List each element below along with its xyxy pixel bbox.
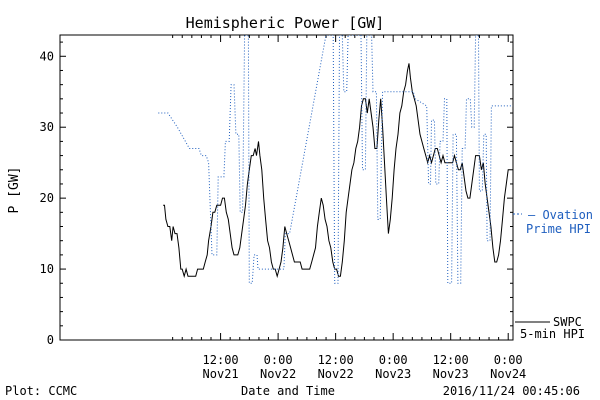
y-axis: 0 10 20 30 40 — [40, 41, 513, 347]
legend-ovation: — Ovation Prime HPI — [513, 208, 593, 236]
x-tick-label-date-0: Nov21 — [203, 367, 239, 381]
y-axis-label: P [GW] — [7, 167, 22, 214]
y-tick-label-30: 30 — [40, 120, 54, 134]
legend-swpc: SWPC 5-min HPI — [515, 315, 585, 341]
x-axis: 12:00Nov210:00Nov2212:00Nov220:00Nov2312… — [172, 35, 526, 381]
plot-frame — [59, 34, 514, 341]
x-tick-label-time-3: 0:00 — [379, 353, 408, 367]
legend-ovation-label-2: Prime HPI — [526, 222, 591, 236]
footer-timestamp: 2016/11/24 00:45:06 — [443, 384, 580, 398]
x-tick-label-time-2: 12:00 — [318, 353, 354, 367]
legend-ovation-label: — Ovation — [528, 208, 593, 222]
series-layer — [158, 35, 513, 284]
x-axis-label: Date and Time — [241, 384, 335, 398]
y-tick-label-40: 40 — [40, 49, 54, 63]
x-tick-label-date-5: Nov24 — [490, 367, 526, 381]
x-tick-label-time-1: 0:00 — [264, 353, 293, 367]
y-tick-label-20: 20 — [40, 191, 54, 205]
series-line-swpc — [163, 63, 511, 279]
x-tick-label-time-5: 0:00 — [494, 353, 523, 367]
legend-swpc-label-2: 5-min HPI — [520, 327, 585, 341]
footer-plot-credit: Plot: CCMC — [5, 384, 77, 398]
y-tick-label-10: 10 — [40, 262, 54, 276]
x-tick-label-date-1: Nov22 — [260, 367, 296, 381]
legend-swpc-label: SWPC — [553, 315, 582, 329]
x-tick-label-date-2: Nov22 — [318, 367, 354, 381]
y-tick-label-0: 0 — [47, 333, 54, 347]
series-line-ovation — [158, 35, 513, 284]
x-tick-label-time-4: 12:00 — [433, 353, 469, 367]
chart-title: Hemispheric Power [GW] — [186, 14, 385, 32]
x-tick-label-time-0: 12:00 — [203, 353, 239, 367]
x-tick-label-date-3: Nov23 — [375, 367, 411, 381]
x-tick-label-date-4: Nov23 — [433, 367, 469, 381]
